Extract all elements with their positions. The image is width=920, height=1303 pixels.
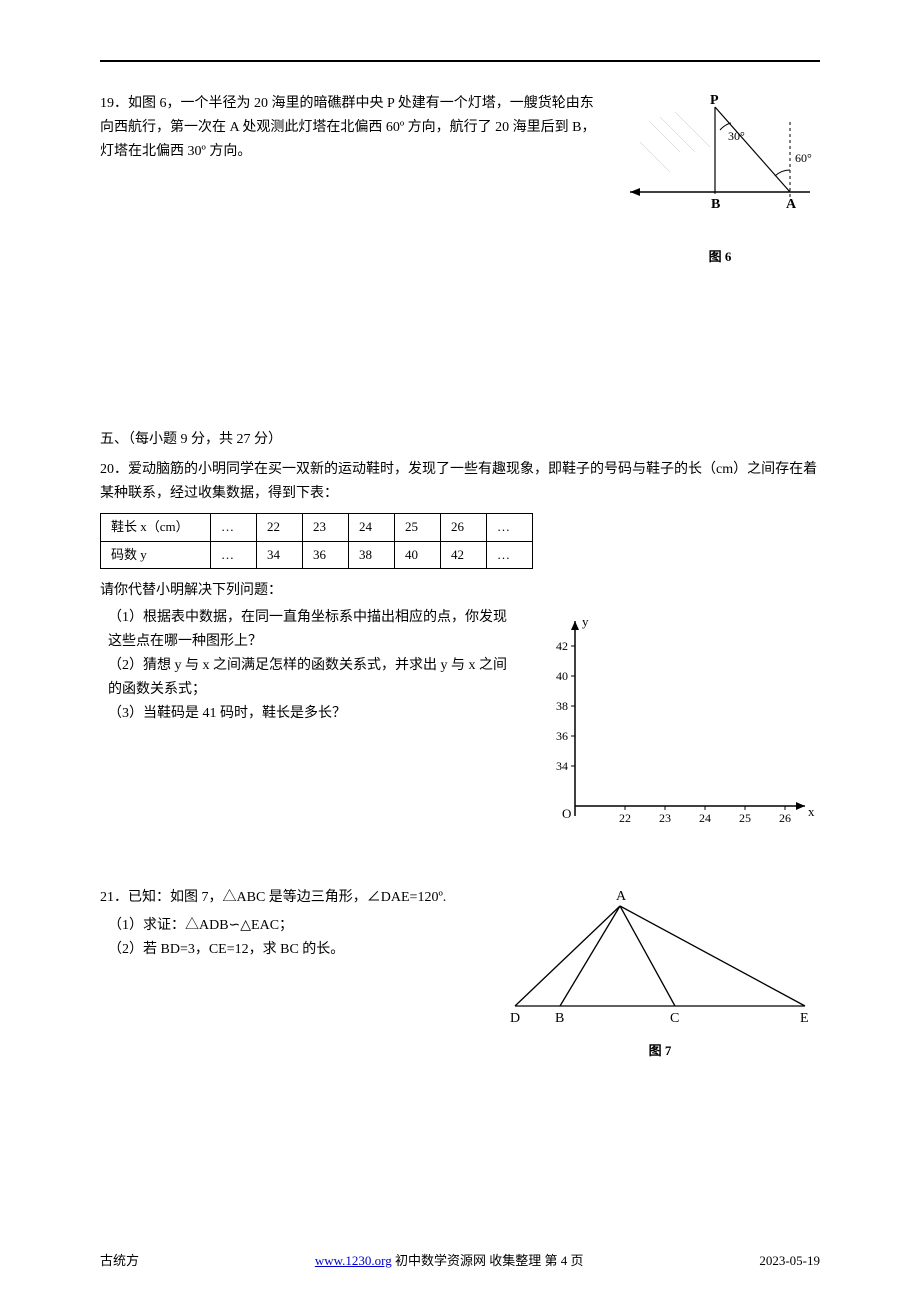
cell: 38 <box>349 541 395 568</box>
svg-text:42: 42 <box>556 639 568 653</box>
svg-text:22: 22 <box>619 811 631 825</box>
q20-chart-wrap: O x y 22 23 24 25 26 34 36 38 40 42 <box>530 606 820 856</box>
cell: 25 <box>395 514 441 541</box>
table-row: 码数 y … 34 36 38 40 42 … <box>101 541 533 568</box>
cell: 23 <box>303 514 349 541</box>
q21-text-col: 21．已知：如图 7，△ABC 是等边三角形，∠DAE=120º. （1）求证：… <box>100 886 480 961</box>
q20-subs: （1）根据表中数据，在同一直角坐标系中描出相应的点，你发现这些点在哪一种图形上？… <box>100 606 510 725</box>
footer-right: 2023-05-19 <box>759 1250 820 1272</box>
footer-left: 古统方 <box>100 1250 139 1272</box>
cell: 40 <box>395 541 441 568</box>
svg-text:D: D <box>510 1011 520 1026</box>
svg-text:36: 36 <box>556 729 568 743</box>
footer-link[interactable]: www.1230.org <box>315 1253 392 1268</box>
page-footer: 古统方 www.1230.org 初中数学资源网 收集整理 第 4 页 2023… <box>100 1250 820 1272</box>
cell: … <box>487 514 533 541</box>
q21-figure-caption: 图 7 <box>500 1040 820 1062</box>
svg-text:38: 38 <box>556 699 568 713</box>
cell: 24 <box>349 514 395 541</box>
q19-figure: 30° 60° P B A <box>620 92 820 242</box>
q20-body: （1）根据表中数据，在同一直角坐标系中描出相应的点，你发现这些点在哪一种图形上？… <box>100 606 820 856</box>
svg-text:C: C <box>670 1011 679 1026</box>
q19-figure-caption: 图 6 <box>620 246 820 268</box>
q19-block: 30° 60° P B A 图 6 19．如图 6，一个半径为 20 海里的暗礁… <box>100 92 820 268</box>
q21-figure-wrap: A D B C E 图 7 <box>500 886 820 1062</box>
svg-text:30°: 30° <box>728 129 745 143</box>
q21-sub1: （1）求证：△ADB∽△EAC； <box>100 914 480 938</box>
q20-table: 鞋长 x（cm） … 22 23 24 25 26 … 码数 y … 34 36… <box>100 513 533 568</box>
spacer <box>100 856 820 886</box>
q20-sub2: （2）猜想 y 与 x 之间满足怎样的函数关系式，并求出 y 与 x 之间的函数… <box>100 654 510 702</box>
q20-prompt: 请你代替小明解决下列问题： <box>100 579 820 603</box>
cell: … <box>211 514 257 541</box>
q21-block: 21．已知：如图 7，△ABC 是等边三角形，∠DAE=120º. （1）求证：… <box>100 886 820 1062</box>
row-header: 鞋长 x（cm） <box>101 514 211 541</box>
x-axis-label: x <box>808 804 815 819</box>
svg-text:B: B <box>711 197 720 212</box>
cell: 22 <box>257 514 303 541</box>
svg-text:B: B <box>555 1011 564 1026</box>
q21-text: 21．已知：如图 7，△ABC 是等边三角形，∠DAE=120º. <box>100 886 480 910</box>
cell: … <box>211 541 257 568</box>
svg-text:A: A <box>786 197 797 212</box>
origin-label: O <box>562 806 571 821</box>
top-rule <box>100 60 820 62</box>
y-axis-label: y <box>582 614 589 629</box>
svg-text:40: 40 <box>556 669 568 683</box>
q19-figure-wrap: 30° 60° P B A 图 6 <box>620 92 820 268</box>
svg-text:23: 23 <box>659 811 671 825</box>
cell: 26 <box>441 514 487 541</box>
footer-center: www.1230.org 初中数学资源网 收集整理 第 4 页 <box>315 1250 584 1272</box>
q20-sub1: （1）根据表中数据，在同一直角坐标系中描出相应的点，你发现这些点在哪一种图形上？ <box>100 606 510 654</box>
cell: 42 <box>441 541 487 568</box>
svg-text:P: P <box>710 93 719 108</box>
footer-center-suffix: 初中数学资源网 收集整理 第 4 页 <box>392 1253 584 1268</box>
q20-sub3: （3）当鞋码是 41 码时，鞋长是多长？ <box>100 702 510 726</box>
cell: 36 <box>303 541 349 568</box>
table-row: 鞋长 x（cm） … 22 23 24 25 26 … <box>101 514 533 541</box>
spacer <box>100 268 820 408</box>
q21-sub2: （2）若 BD=3，CE=12，求 BC 的长。 <box>100 938 480 962</box>
q20-intro: 20．爱动脑筋的小明同学在买一双新的运动鞋时，发现了一些有趣现象，即鞋子的号码与… <box>100 458 820 506</box>
svg-text:A: A <box>616 889 627 904</box>
svg-text:60°: 60° <box>795 151 812 165</box>
cell: 34 <box>257 541 303 568</box>
spacer <box>100 1063 820 1263</box>
row-header: 码数 y <box>101 541 211 568</box>
svg-text:34: 34 <box>556 759 568 773</box>
q20-chart: O x y 22 23 24 25 26 34 36 38 40 42 <box>530 606 820 856</box>
q21-figure: A D B C E <box>500 886 820 1036</box>
svg-text:E: E <box>800 1011 809 1026</box>
svg-text:25: 25 <box>739 811 751 825</box>
svg-text:26: 26 <box>779 811 791 825</box>
svg-text:24: 24 <box>699 811 711 825</box>
section5-header: 五、（每小题 9 分，共 27 分） <box>100 428 820 452</box>
cell: … <box>487 541 533 568</box>
